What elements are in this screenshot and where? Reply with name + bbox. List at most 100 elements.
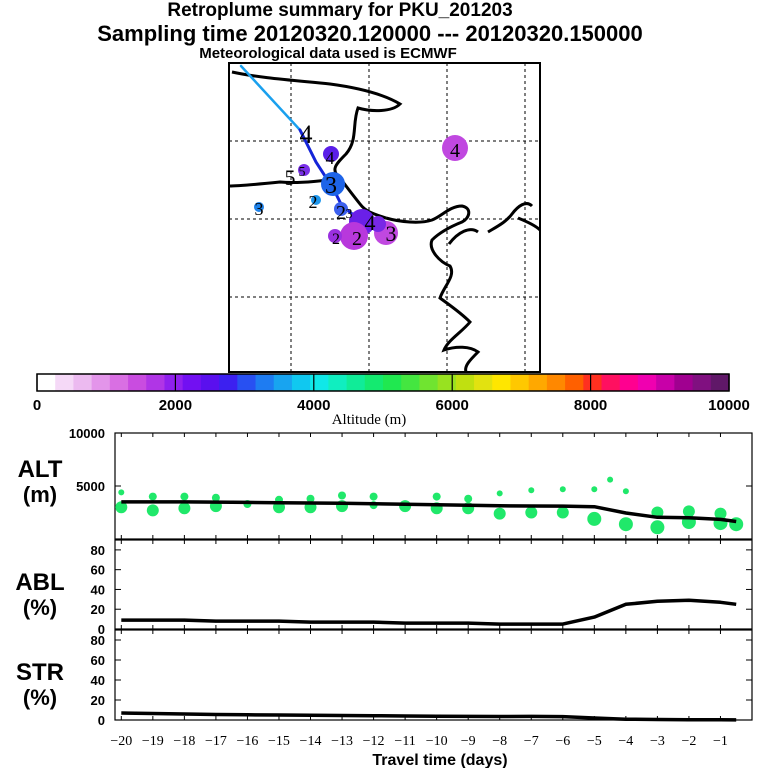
colorbar-swatch	[710, 374, 730, 391]
panel-unit: (%)	[23, 685, 57, 710]
panel-str: 80 60 40 20 0 STR(%)	[16, 629, 753, 728]
cluster-marker	[328, 229, 342, 243]
cluster-marker	[323, 146, 339, 162]
altitude-cluster-point	[559, 486, 566, 493]
y-tick-label: 80	[91, 633, 105, 648]
colorbar-swatch	[328, 374, 348, 391]
cluster-number: 4	[326, 148, 335, 168]
altitude-cluster-point	[118, 489, 125, 496]
colorbar-swatch	[237, 374, 257, 391]
colorbar-swatch	[255, 374, 275, 391]
altitude-cluster-point	[622, 488, 629, 495]
altitude-cluster-point	[714, 507, 727, 520]
cluster-number: 5	[299, 165, 306, 180]
altitude-cluster-point	[432, 492, 441, 501]
cluster-marker	[321, 172, 345, 196]
panel-abl: 80 60 40 20 0 ABL(%)	[15, 539, 753, 637]
abl-series-line	[121, 598, 737, 626]
colorbar-tick-label: 2000	[159, 397, 192, 414]
colorbar-swatch	[637, 374, 657, 391]
x-tick-label: −4	[618, 734, 633, 749]
altitude-cluster-point	[591, 486, 598, 493]
y-tick-label: 0	[98, 622, 105, 637]
colorbar-swatch	[164, 374, 184, 391]
colorbar-swatch	[692, 374, 712, 391]
altitude-cluster-point	[607, 476, 614, 483]
x-tick-label: −3	[650, 734, 665, 749]
x-tick-label: −16	[236, 734, 258, 749]
altitude-cluster-point	[556, 506, 569, 519]
panel-unit: (m)	[23, 482, 57, 507]
colorbar-swatch	[200, 374, 220, 391]
altitude-cluster-point	[115, 501, 128, 514]
y-tick-label: 40	[91, 582, 105, 597]
panel-frame	[114, 629, 753, 721]
cluster-number: 2	[336, 202, 346, 224]
altitude-cluster-point	[399, 500, 412, 513]
colorbar-swatch	[128, 374, 147, 391]
altitude-cluster-point	[211, 493, 220, 502]
cluster-marker	[370, 216, 386, 232]
cluster-number: 2	[352, 228, 362, 250]
cluster-number: 2	[309, 192, 318, 212]
colorbar-swatch	[291, 374, 311, 391]
x-tick-label: −10	[426, 734, 448, 749]
coastlines	[228, 70, 542, 373]
altitude-cluster-point	[180, 492, 189, 501]
altitude-cluster-point	[493, 507, 506, 520]
x-tick-label: −13	[331, 734, 353, 749]
colorbar-swatch	[419, 374, 439, 391]
x-tick-label: −14	[300, 734, 322, 749]
y-tick-label: 20	[91, 693, 105, 708]
panel-alt: 10000 5000 ALT(m)	[18, 426, 753, 540]
y-tick-label: 0	[98, 713, 105, 728]
x-axis: −20 −19 −18 −17 −16 −15 −14 −13 −12 −11 −10 −9 −8 −7 −…	[110, 734, 728, 768]
panel-label: ALT	[18, 456, 63, 483]
cluster-marker	[442, 135, 468, 161]
y-tick-label: 60	[91, 653, 105, 668]
cluster-number: 4	[300, 120, 313, 149]
colorbar-tick-label: 0	[33, 397, 41, 414]
x-tick-label: −9	[461, 734, 476, 749]
cluster-number: 3	[255, 199, 264, 219]
cluster-number: 3	[325, 173, 337, 199]
colorbar-swatch	[601, 374, 621, 391]
altitude-cluster-point	[650, 520, 665, 535]
altitude-cluster-point	[618, 517, 633, 532]
colorbar-swatch	[619, 374, 639, 391]
colorbar-swatch	[528, 374, 548, 391]
altitude-cluster-point	[682, 505, 695, 518]
altitude-cluster-point	[496, 490, 503, 497]
x-tick-label: −19	[142, 734, 164, 749]
colorbar-swatch	[546, 374, 566, 391]
cluster-number: 3	[386, 221, 397, 246]
colorbar-swatch	[383, 374, 402, 391]
cluster-marker	[311, 195, 321, 205]
colorbar-tick-label: 4000	[297, 397, 330, 414]
altitude-cluster-point	[178, 502, 191, 515]
y-tick-label: 20	[91, 602, 105, 617]
altitude-cluster-point	[148, 492, 157, 501]
x-tick-label: −20	[110, 734, 132, 749]
colorbar-swatch	[455, 374, 475, 391]
colorbar-swatch	[401, 374, 421, 391]
colorbar-tick-label: 10000	[708, 397, 750, 414]
y-tick-label: 80	[91, 543, 105, 558]
cluster-marker	[254, 202, 264, 212]
cluster-number: 5	[285, 165, 296, 190]
cluster-number: 4	[450, 140, 460, 162]
altitude-cluster-point	[369, 492, 378, 501]
colorbar-swatch	[583, 374, 603, 391]
cluster-marker	[340, 222, 368, 250]
colorbar-swatch	[565, 374, 584, 391]
colorbar: 0 2000 4000 6000 8000 10000 Altitude (m)	[33, 373, 750, 428]
x-tick-label: −2	[681, 734, 696, 749]
colorbar-swatch	[146, 374, 166, 391]
colorbar-swatch	[109, 374, 129, 391]
colorbar-tick-label: 8000	[574, 397, 607, 414]
colorbar-swatch	[346, 374, 366, 391]
colorbar-swatch	[674, 374, 694, 391]
colorbar-swatch	[492, 374, 512, 391]
panel-frame	[114, 539, 753, 630]
